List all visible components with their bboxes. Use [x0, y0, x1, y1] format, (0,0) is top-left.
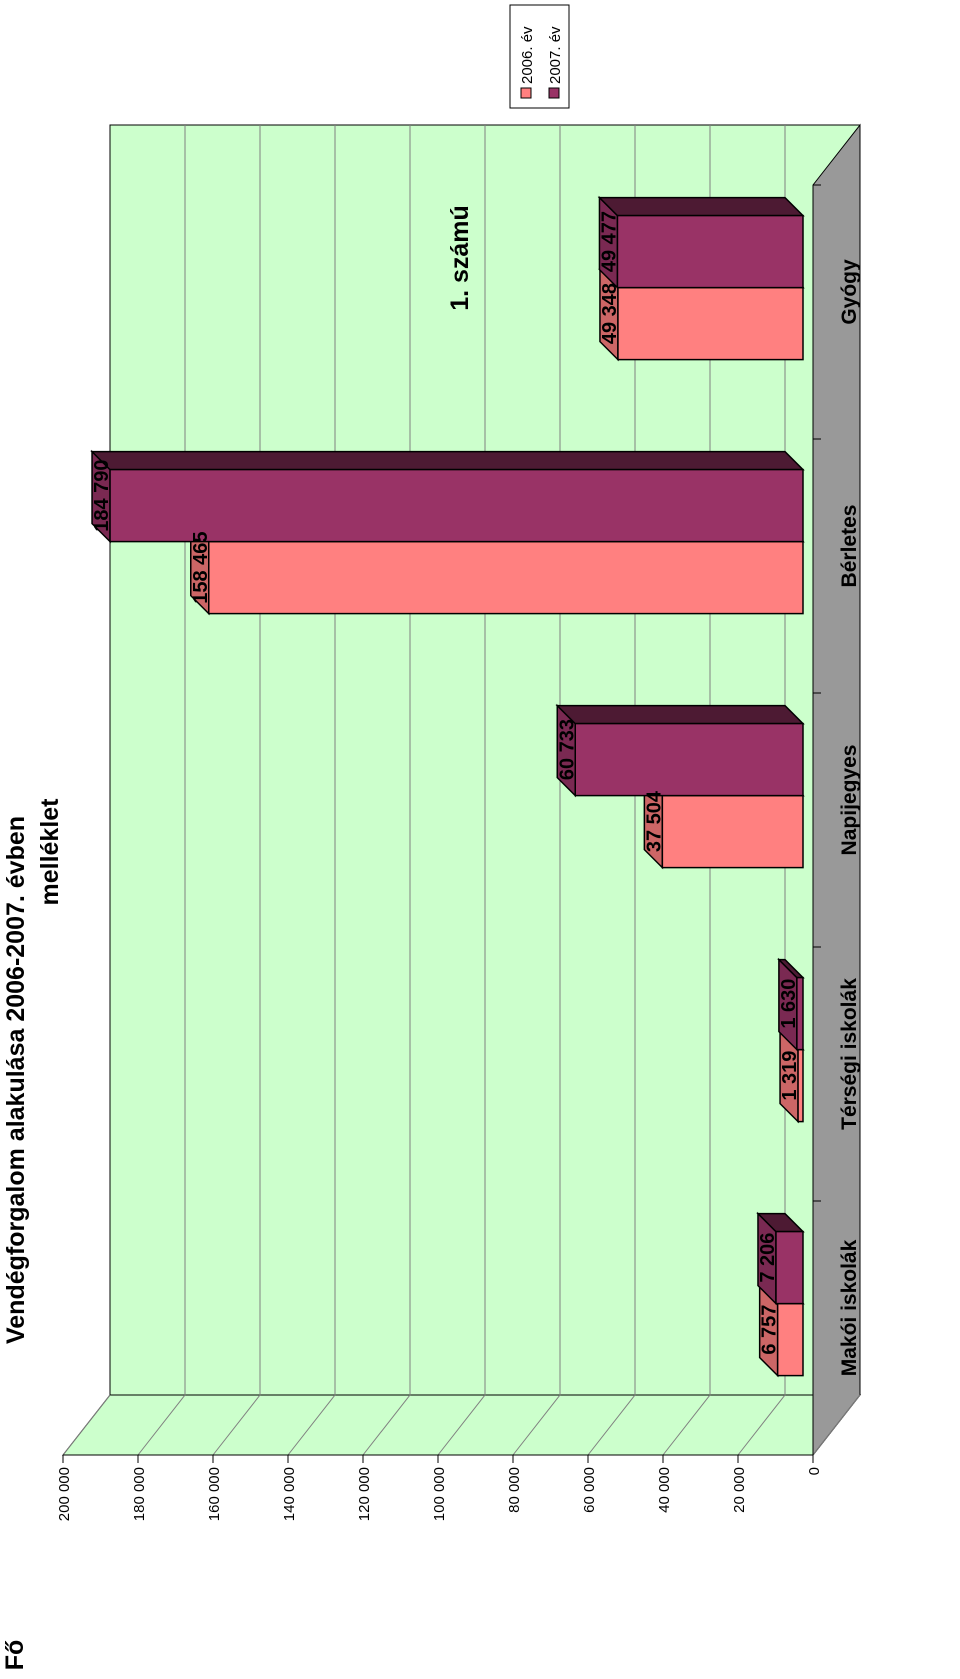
gridline-depth: [587, 1394, 636, 1456]
gridline-depth: [512, 1394, 561, 1456]
y-tick-label: 180 000: [131, 1467, 148, 1521]
bar-2006: [208, 540, 804, 615]
gridline-depth: [137, 1394, 186, 1456]
bar-2007: [109, 468, 804, 543]
bar-2006: [617, 286, 804, 361]
bars: [90, 195, 805, 1378]
bar-2006: [776, 1302, 804, 1377]
bar-2006: [661, 794, 804, 869]
data-label: 1 319: [779, 1051, 801, 1101]
data-label: 184 790: [91, 459, 113, 531]
gridline-depth: [662, 1394, 711, 1456]
x-axis-categories: Makói iskolák Térségi iskolák Napijegyes Bé…: [812, 184, 861, 1455]
data-label: 158 465: [190, 531, 212, 603]
data-label: 7 206: [757, 1233, 779, 1283]
bar-2007: [616, 214, 804, 289]
gridline-depth: [362, 1394, 411, 1456]
legend: 2006. év 2007. év: [509, 4, 570, 109]
y-tick-label: 40 000: [656, 1467, 673, 1513]
legend-swatch-2007: [548, 87, 560, 99]
data-label: 49 348: [599, 283, 621, 344]
y-tick-label: 100 000: [431, 1467, 448, 1521]
data-label: 60 733: [556, 719, 578, 780]
category-label: Napijegyes: [838, 745, 861, 856]
y-tick-label: 60 000: [581, 1467, 598, 1513]
y-axis-title: Fő: [1, 1640, 29, 1671]
gridline-depth: [437, 1394, 486, 1456]
gridline-depth: [737, 1394, 786, 1456]
bar-top: [555, 704, 805, 725]
data-labels: 6 757 7 206 1 319 1 630 37 504 60 733 158 465 1…: [91, 211, 801, 1355]
gridline-depth: [287, 1394, 336, 1456]
bar-2007: [775, 1230, 804, 1305]
category-label: Gyógy: [838, 259, 861, 325]
category-label: Makói iskolák: [838, 1239, 861, 1376]
chart-title: Vendégforgalom alakulása 2006-2007. évbe…: [2, 816, 30, 1344]
gridline-depth: [62, 1394, 111, 1456]
y-tick-label: 80 000: [506, 1467, 523, 1513]
chart-text: Vendégforgalom alakulása 2006-2007. évbe…: [1, 205, 474, 1670]
data-label: 37 504: [643, 790, 665, 852]
legend-label-2007: 2007. év: [547, 26, 564, 84]
data-label: 6 757: [759, 1305, 781, 1355]
category-label: Bérletes: [838, 505, 861, 588]
category-label: Térségi iskolák: [838, 978, 861, 1130]
gridline-depth: [212, 1394, 261, 1456]
bar-top: [597, 196, 805, 217]
legend-swatch-2006: [520, 87, 532, 99]
bar-top: [90, 450, 805, 471]
y-tick-label: 0: [806, 1467, 823, 1475]
bar-2007: [796, 976, 804, 1051]
legend-label-2006: 2006. év: [519, 26, 536, 84]
bar-2007: [574, 722, 804, 797]
y-tick-label: 20 000: [731, 1467, 748, 1513]
annex-label-line1: 1. számú: [446, 205, 474, 311]
y-tick-label: 160 000: [206, 1467, 223, 1521]
data-label: 49 477: [598, 211, 620, 272]
y-tick-label: 120 000: [356, 1467, 373, 1521]
gridline-depth: [812, 1394, 861, 1456]
data-label: 1 630: [778, 979, 800, 1029]
y-tick-label: 200 000: [56, 1467, 73, 1521]
y-axis-ticks: 0 20 000 40 000 60 000 80 000 100 000 120 000 1…: [56, 1454, 823, 1521]
y-tick-label: 140 000: [281, 1467, 298, 1521]
annex-label-line2: melléklet: [36, 798, 64, 906]
